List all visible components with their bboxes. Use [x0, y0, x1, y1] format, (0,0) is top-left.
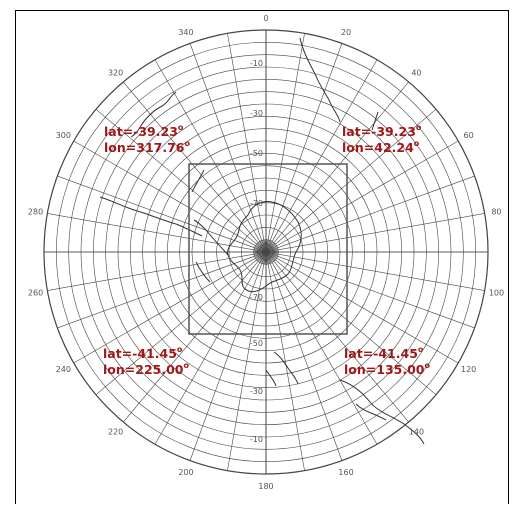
australia-coastline: [339, 379, 425, 445]
meridian: [268, 257, 378, 445]
corner-bottom-right-lat: lat=-41.45o: [344, 345, 424, 361]
longitude-label: 20: [341, 28, 351, 37]
corner-top-right-lon: lon=42.24o: [342, 139, 420, 155]
corner-bottom-right-lon: lon=135.00o: [344, 361, 430, 377]
meridian: [270, 109, 437, 249]
meridian: [267, 43, 343, 247]
coast-fragment-southwest: [195, 261, 211, 283]
meridian: [271, 175, 475, 251]
longitude-label: 220: [108, 427, 123, 436]
meridian: [47, 213, 261, 252]
longitude-label: 80: [491, 207, 501, 216]
meridian: [189, 43, 265, 247]
graticule-labels: 0 20 40 60 80 100 120 140 160 180 200 220 240 260 280 3…: [28, 14, 504, 491]
map-frame: [15, 10, 509, 504]
meridian: [271, 252, 485, 291]
longitude-label: 260: [28, 289, 43, 298]
longitude-label: 200: [178, 468, 193, 477]
latitude-label: -50: [250, 149, 263, 158]
longitude-label: 40: [411, 69, 421, 78]
meridian: [269, 256, 409, 423]
meridian: [268, 59, 378, 247]
corner-labels: lat=-39.23o lon=317.76o lat=-39.23o lon=…: [103, 123, 430, 377]
meridian: [73, 254, 261, 364]
meridian: [271, 254, 459, 364]
latitude-label: -70: [250, 293, 263, 302]
meridian: [271, 140, 459, 250]
longitude-label: 180: [258, 482, 273, 491]
meridian: [57, 175, 261, 251]
latitude-label: -10: [250, 59, 263, 68]
meridian: [123, 256, 263, 423]
longitude-label: 240: [56, 365, 71, 374]
antarctic-peninsula: [193, 219, 229, 256]
corner-top-left-lon: lon=317.76o: [104, 139, 190, 155]
corner-bottom-left-lat: lat=-41.45o: [103, 345, 183, 361]
latitude-label: -50: [250, 339, 263, 348]
longitude-label: 100: [489, 289, 504, 298]
madagascar: [371, 111, 379, 131]
south-america-coastline: [130, 91, 205, 193]
new-zealand: [265, 351, 299, 387]
graticule: [43, 29, 489, 475]
meridian: [57, 253, 261, 329]
meridian: [267, 257, 343, 461]
longitude-label: 300: [56, 131, 71, 140]
antarctica-coastline: [227, 201, 302, 293]
latitude-label: -70: [250, 199, 263, 208]
longitude-label: 140: [409, 427, 424, 436]
selection-box: [188, 163, 348, 335]
latitude-label: -10: [250, 435, 263, 444]
meridian: [270, 255, 437, 395]
latitude-label: -30: [250, 387, 263, 396]
corner-bottom-left-lon: lon=225.00o: [103, 361, 189, 377]
corner-top-left-lat: lat=-39.23o: [104, 123, 184, 139]
meridian: [266, 33, 305, 247]
corner-top-right-lat: lat=-39.23o: [342, 123, 422, 139]
longitude-label: 280: [28, 207, 43, 216]
meridian: [271, 253, 475, 329]
coast-fragment-west: [99, 196, 203, 237]
longitude-label: 320: [108, 69, 123, 78]
meridian: [47, 252, 261, 291]
longitude-label: 120: [461, 365, 476, 374]
latitude-label: -30: [250, 109, 263, 118]
longitude-label: 340: [178, 28, 193, 37]
longitude-label: 160: [338, 468, 353, 477]
meridian: [271, 213, 485, 252]
meridian: [95, 255, 262, 395]
longitude-label: 0: [263, 14, 268, 23]
meridian: [73, 140, 261, 250]
meridian: [154, 59, 264, 247]
meridian: [227, 33, 266, 247]
meridian: [95, 109, 262, 249]
coastlines: [99, 37, 425, 445]
meridian: [227, 257, 266, 471]
africa-coastline: [299, 37, 341, 123]
longitude-label: 60: [464, 131, 474, 140]
